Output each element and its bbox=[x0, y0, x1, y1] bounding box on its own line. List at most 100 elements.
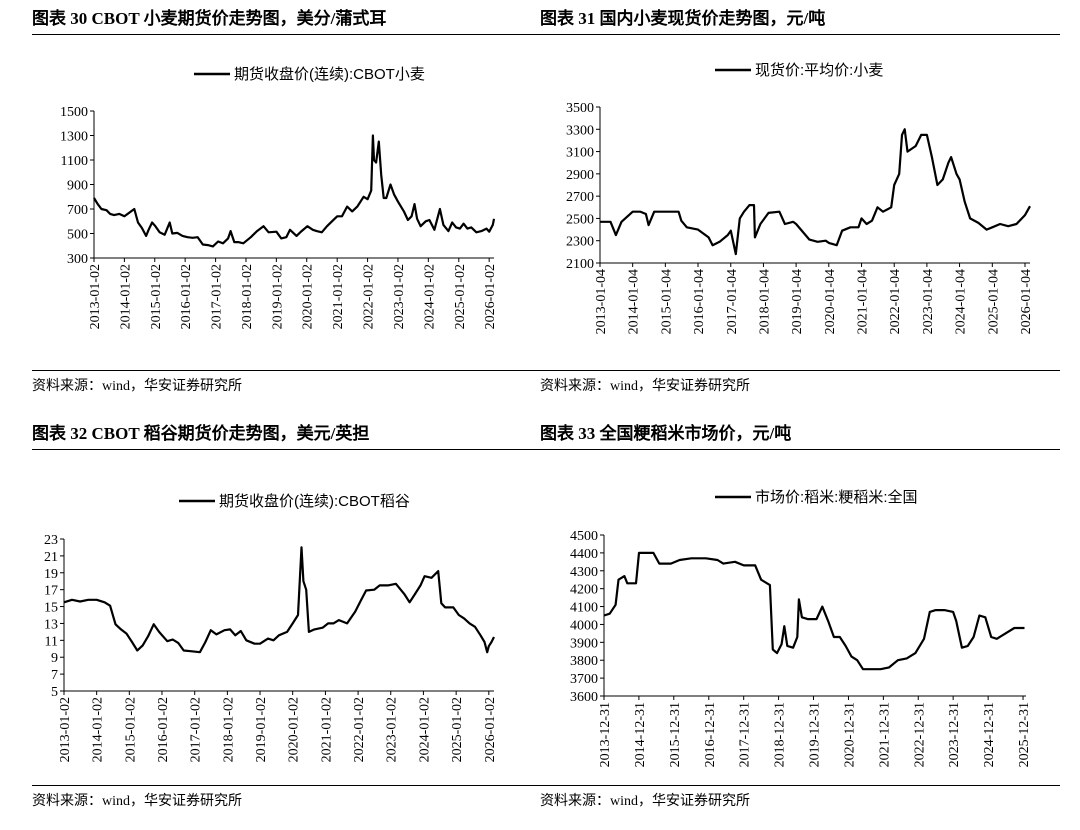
x-tick-label: 2022-01-04 bbox=[888, 269, 903, 334]
y-tick-label: 3900 bbox=[570, 636, 598, 651]
x-tick-label: 2014-01-04 bbox=[627, 269, 642, 334]
x-tick-label: 2017-01-02 bbox=[210, 264, 225, 329]
x-tick-label: 2026-01-02 bbox=[483, 697, 498, 762]
x-tick-label: 2023-01-02 bbox=[392, 264, 407, 329]
y-tick-label: 21 bbox=[44, 550, 58, 565]
source-note: 资料来源：wind，华安证券研究所 bbox=[540, 370, 1060, 399]
y-tick-label: 2900 bbox=[566, 168, 594, 183]
y-tick-label: 15 bbox=[44, 601, 58, 616]
y-tick-label: 2700 bbox=[566, 190, 594, 205]
x-tick-label: 2015-12-31 bbox=[668, 702, 683, 767]
legend-label: 期货收盘价(连续):CBOT小麦 bbox=[234, 65, 425, 83]
x-tick-label: 2022-01-02 bbox=[362, 264, 377, 329]
y-tick-label: 4300 bbox=[570, 565, 598, 580]
y-tick-label: 300 bbox=[67, 252, 88, 267]
y-tick-label: 900 bbox=[67, 179, 88, 194]
y-tick-label: 7 bbox=[51, 668, 58, 683]
x-tick-label: 2026-01-04 bbox=[1019, 269, 1034, 334]
y-tick-label: 11 bbox=[45, 634, 58, 649]
x-tick-label: 2018-01-02 bbox=[221, 697, 236, 762]
y-tick-label: 2300 bbox=[566, 235, 594, 250]
y-tick-label: 3500 bbox=[566, 101, 594, 116]
y-tick-label: 4100 bbox=[570, 601, 598, 616]
y-tick-label: 4400 bbox=[570, 547, 598, 562]
series-line bbox=[600, 128, 1031, 256]
y-tick-label: 4200 bbox=[570, 583, 598, 598]
x-tick-label: 2017-12-31 bbox=[738, 702, 753, 767]
series-line bbox=[603, 551, 1025, 671]
legend-label: 现货价:平均价:小麦 bbox=[755, 62, 883, 79]
legend: 现货价:平均价:小麦 bbox=[715, 62, 883, 79]
x-tick-label: 2013-12-31 bbox=[598, 702, 613, 767]
x-tick-label: 2024-01-04 bbox=[954, 269, 969, 334]
x-tick-label: 2021-01-02 bbox=[319, 697, 334, 762]
source-note: 资料来源：wind，华安证券研究所 bbox=[540, 785, 1060, 814]
y-tick-label: 3700 bbox=[570, 672, 598, 687]
figure-title: 图表 30 CBOT 小麦期货价走势图，美分/蒲式耳 bbox=[32, 4, 552, 35]
y-tick-label: 19 bbox=[44, 567, 58, 582]
x-tick-label: 2020-12-31 bbox=[842, 702, 857, 767]
x-tick-label: 2020-01-02 bbox=[287, 697, 302, 762]
x-tick-label: 2014-12-31 bbox=[633, 702, 648, 767]
x-tick-label: 2020-01-02 bbox=[301, 264, 316, 329]
x-tick-label: 2015-01-02 bbox=[123, 697, 138, 762]
x-tick-label: 2022-12-31 bbox=[912, 702, 927, 767]
x-tick-label: 2021-01-04 bbox=[856, 269, 871, 334]
source-note: 资料来源：wind，华安证券研究所 bbox=[32, 370, 552, 399]
y-tick-label: 2100 bbox=[566, 257, 594, 272]
x-tick-label: 2018-12-31 bbox=[773, 702, 788, 767]
x-tick-label: 2024-01-02 bbox=[422, 264, 437, 329]
y-tick-label: 4500 bbox=[570, 529, 598, 544]
x-tick-label: 2022-01-02 bbox=[352, 697, 367, 762]
x-tick-label: 2014-01-02 bbox=[118, 264, 133, 329]
x-tick-label: 2025-01-02 bbox=[450, 697, 465, 762]
y-tick-label: 23 bbox=[44, 533, 58, 548]
source-note: 资料来源：wind，华安证券研究所 bbox=[32, 785, 552, 814]
y-tick-label: 3600 bbox=[570, 690, 598, 705]
y-tick-label: 3100 bbox=[566, 146, 594, 161]
x-tick-label: 2020-01-04 bbox=[823, 269, 838, 334]
y-tick-label: 2500 bbox=[566, 212, 594, 227]
x-tick-label: 2016-01-02 bbox=[179, 264, 194, 329]
legend-label: 市场价:稻米:粳稻米:全国 bbox=[755, 488, 918, 506]
y-tick-label: 3300 bbox=[566, 123, 594, 138]
x-tick-label: 2025-01-04 bbox=[986, 269, 1001, 334]
x-tick-label: 2019-12-31 bbox=[807, 702, 822, 767]
y-tick-label: 1500 bbox=[60, 105, 88, 120]
x-tick-label: 2026-01-02 bbox=[483, 264, 498, 329]
x-tick-label: 2013-01-04 bbox=[594, 269, 609, 334]
x-tick-label: 2025-12-31 bbox=[1017, 702, 1032, 767]
x-tick-label: 2023-01-02 bbox=[385, 697, 400, 762]
x-tick-label: 2019-01-04 bbox=[790, 269, 805, 334]
chart-domestic-wheat: 现货价:平均价:小麦 2100 2300 2500 2700 2900 3100 3300 35… bbox=[566, 62, 1034, 334]
y-tick-label: 700 bbox=[67, 203, 88, 218]
figure-title: 图表 33 全国粳稻米市场价，元/吨 bbox=[540, 419, 1060, 450]
y-tick-label: 3800 bbox=[570, 654, 598, 669]
x-tick-label: 2013-01-02 bbox=[58, 697, 73, 762]
x-tick-label: 2021-01-02 bbox=[331, 264, 346, 329]
y-tick-label: 13 bbox=[44, 617, 58, 632]
x-tick-label: 2018-01-02 bbox=[240, 264, 255, 329]
series-line bbox=[63, 546, 495, 654]
legend-label: 期货收盘价(连续):CBOT稻谷 bbox=[219, 492, 410, 510]
y-tick-label: 1300 bbox=[60, 130, 88, 145]
x-tick-label: 2014-01-02 bbox=[91, 697, 106, 762]
x-tick-label: 2019-01-02 bbox=[254, 697, 269, 762]
x-tick-label: 2017-01-02 bbox=[189, 697, 204, 762]
x-tick-label: 2016-01-04 bbox=[692, 269, 707, 334]
x-tick-label: 2015-01-02 bbox=[149, 264, 164, 329]
chart-cbot-wheat: 期货收盘价(连续):CBOT小麦 300 500 700 900 1100 1300 1500… bbox=[60, 65, 498, 329]
x-tick-label: 2021-12-31 bbox=[877, 702, 892, 767]
x-tick-label: 2016-01-02 bbox=[156, 697, 171, 762]
x-tick-label: 2023-01-04 bbox=[921, 269, 936, 334]
x-tick-label: 2019-01-02 bbox=[270, 264, 285, 329]
x-tick-label: 2025-01-02 bbox=[453, 264, 468, 329]
figure-title: 图表 32 CBOT 稻谷期货价走势图，美元/英担 bbox=[32, 419, 552, 450]
legend: 期货收盘价(连续):CBOT稻谷 bbox=[179, 492, 410, 510]
figure-title: 图表 31 国内小麦现货价走势图，元/吨 bbox=[540, 4, 1060, 35]
chart-japonica-rice: 市场价:稻米:粳稻米:全国 3600 3700 3800 3900 4000 4100 420… bbox=[570, 488, 1032, 767]
y-tick-label: 17 bbox=[44, 584, 58, 599]
y-tick-label: 9 bbox=[51, 651, 58, 666]
x-tick-label: 2023-12-31 bbox=[947, 702, 962, 767]
x-tick-label: 2015-01-04 bbox=[659, 269, 674, 334]
